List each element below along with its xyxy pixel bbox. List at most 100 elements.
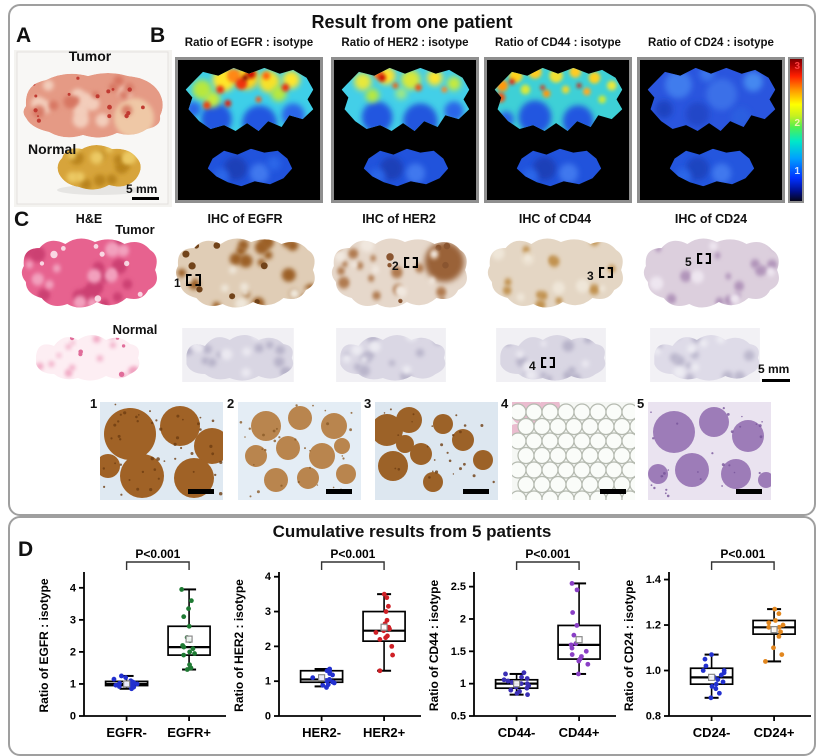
svg-text:0: 0 (265, 711, 271, 723)
gross-photo-image (14, 50, 172, 207)
boxplot-cd24: 0.8 1.0 1.2 1.4 Ratio of CD24 : isotype P<0.0… (621, 545, 815, 750)
svg-text:CD44-: CD44- (498, 725, 536, 740)
col-title-ihc-egfr: IHC of EGFR (207, 212, 283, 226)
row-label-tumor: Tumor (115, 222, 155, 237)
inset-label-3: 3 (364, 396, 372, 411)
roi-label-3: 3 (587, 269, 594, 283)
panel-c-scalebar (762, 379, 790, 382)
svg-text:EGFR-: EGFR- (106, 725, 146, 740)
svg-text:0.8: 0.8 (646, 711, 661, 723)
svg-text:HER2+: HER2+ (363, 725, 406, 740)
map-title-cd44: Ratio of CD44 : isotype (495, 37, 621, 49)
inset-label-5: 5 (637, 396, 645, 411)
inset-image-5 (648, 402, 771, 500)
section-title: Result from one patient (311, 12, 513, 32)
svg-text:P<0.001: P<0.001 (330, 547, 375, 561)
inset-label-1: 1 (90, 396, 98, 411)
svg-text:1.4: 1.4 (646, 574, 662, 586)
boxplot-cd44: 0.5 1 1.5 2 2.5 Ratio of CD44 : isotype P<0.00… (426, 545, 620, 750)
map-title-egfr: Ratio of EGFR : isotype (184, 37, 314, 49)
panel-a-scalebar (132, 197, 159, 200)
colorbar-tick-1: 1 (794, 166, 800, 177)
svg-text:CD44+: CD44+ (559, 725, 600, 740)
svg-text:P<0.001: P<0.001 (525, 547, 570, 561)
heatmap-cd44 (484, 57, 632, 203)
ihc-cd24-tumor-image (638, 232, 784, 316)
boxplot-her2: 0 1 2 3 4 Ratio of HER2 : isotype P<0.001 HER2-… (231, 545, 425, 750)
svg-text:0.5: 0.5 (451, 711, 466, 723)
inset-image-3 (375, 402, 498, 500)
svg-text:CD24+: CD24+ (754, 725, 795, 740)
svg-text:Ratio of EGFR : isotype: Ratio of EGFR : isotype (37, 578, 51, 712)
panel-c-scalebar-text: 5 mm (758, 362, 790, 376)
inset-label-2: 2 (227, 396, 235, 411)
svg-text:4: 4 (70, 582, 77, 594)
tumor-specimen (31, 75, 154, 138)
svg-text:3: 3 (70, 614, 76, 626)
map-title-cd24: Ratio of CD24 : isotype (648, 37, 774, 49)
svg-text:1.0: 1.0 (646, 665, 661, 677)
ihc-her2-tumor-image (326, 232, 472, 316)
col-title-he: H&E (75, 212, 103, 226)
svg-text:1: 1 (265, 676, 271, 688)
svg-text:3: 3 (265, 606, 271, 618)
gross-photo (14, 50, 172, 207)
cumulative-title: Cumulative results from 5 patients (272, 522, 552, 541)
tumor-photo-label: Tumor (68, 48, 112, 64)
svg-text:P<0.001: P<0.001 (720, 547, 765, 561)
heatmap-her2 (331, 57, 479, 203)
inset-image-2 (238, 402, 361, 500)
panel-a-scalebar-text: 5 mm (126, 182, 158, 196)
svg-text:2: 2 (460, 613, 466, 625)
roi-box-3 (599, 267, 613, 278)
svg-text:2: 2 (70, 646, 76, 658)
svg-text:4: 4 (265, 571, 272, 583)
roi-label-1: 1 (174, 276, 181, 290)
he-normal-image (26, 324, 146, 386)
ihc-egfr-tumor-image (170, 232, 320, 316)
roi-box-1 (186, 274, 201, 286)
normal-specimen (57, 145, 141, 190)
inset-image-1 (100, 402, 223, 500)
svg-text:Ratio of CD24 : isotype: Ratio of CD24 : isotype (622, 580, 636, 712)
heatmap-egfr (175, 57, 323, 203)
svg-text:1: 1 (460, 678, 466, 690)
panel-b-label: B (150, 24, 166, 47)
svg-text:P<0.001: P<0.001 (135, 547, 180, 561)
panel-c-label: C (14, 208, 30, 231)
svg-text:1.2: 1.2 (646, 620, 661, 632)
col-title-ihc-her2: IHC of HER2 (362, 212, 436, 226)
svg-text:0: 0 (70, 711, 76, 723)
ihc-cd24-normal-image (644, 324, 766, 386)
map-title-her2: Ratio of HER2 : isotype (341, 37, 469, 49)
svg-text:2: 2 (265, 641, 271, 653)
svg-text:1: 1 (70, 678, 76, 690)
ihc-her2-normal-image (330, 324, 452, 386)
normal-photo-label: Normal (28, 141, 77, 157)
row-label-normal: Normal (112, 322, 158, 337)
svg-text:EGFR+: EGFR+ (167, 725, 211, 740)
svg-text:HER2-: HER2- (302, 725, 341, 740)
inset-image-4 (512, 402, 635, 500)
ihc-cd44-normal-image (490, 324, 612, 386)
inset-label-4: 4 (501, 396, 509, 411)
roi-box-4 (541, 357, 555, 368)
roi-box-5 (697, 253, 711, 264)
roi-label-5: 5 (685, 255, 692, 269)
roi-label-2: 2 (392, 259, 399, 273)
panel-d-label: D (18, 538, 34, 561)
panel-a-label: A (16, 24, 32, 47)
col-title-ihc-cd44: IHC of CD44 (518, 212, 592, 226)
roi-label-4: 4 (529, 359, 536, 373)
ihc-egfr-normal-image (176, 324, 300, 386)
he-tumor-image (16, 232, 162, 316)
colorbar: 3 2 1 (788, 57, 804, 203)
colorbar-tick-2: 2 (794, 118, 800, 129)
svg-text:1.5: 1.5 (451, 646, 466, 658)
svg-text:CD24-: CD24- (693, 725, 731, 740)
colorbar-tick-3: 3 (794, 61, 800, 72)
roi-box-2 (404, 257, 418, 268)
svg-text:2.5: 2.5 (451, 581, 466, 593)
col-title-ihc-cd24: IHC of CD24 (674, 212, 748, 226)
